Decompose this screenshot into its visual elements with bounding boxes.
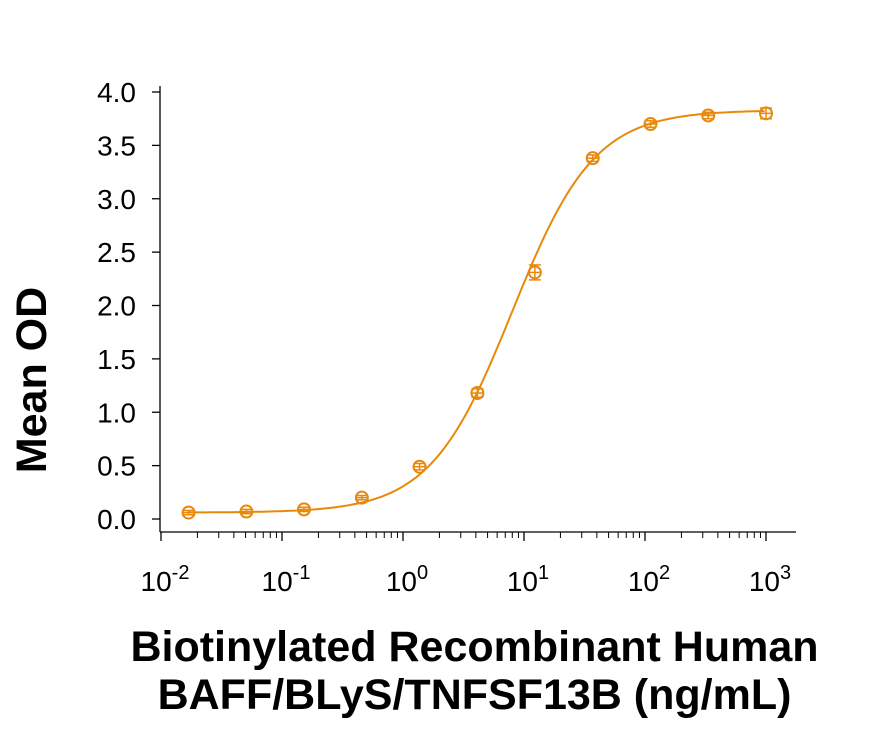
data-points [181, 106, 773, 520]
x-axis-title-line-1: Biotinylated Recombinant Human [130, 623, 819, 671]
x-axis-title: Biotinylated Recombinant Human BAFF/BLyS… [70, 623, 879, 719]
x-tick-label: 101 [507, 562, 549, 597]
data-point [527, 264, 542, 281]
data-point [297, 502, 312, 517]
y-tick-label: 3.0 [97, 184, 136, 215]
fit-curve [188, 110, 765, 514]
y-tick-label: 2.5 [97, 237, 136, 268]
x-axis: 10-2 10-1 100 101 102 103 [141, 531, 796, 597]
y-tick-label: 0.0 [97, 504, 136, 535]
x-tick-label: 103 [749, 562, 791, 597]
data-point [412, 459, 427, 474]
y-tick-label: 3.5 [97, 130, 136, 161]
y-tick-label: 1.0 [97, 397, 136, 428]
data-point [181, 505, 196, 520]
x-axis-title-line-2: BAFF/BLyS/TNFSF13B (ng/mL) [157, 671, 792, 719]
x-tick-label: 102 [628, 562, 670, 597]
y-axis-title: Mean OD [8, 286, 56, 474]
data-point [470, 386, 485, 401]
y-tick-label: 2.0 [97, 291, 136, 322]
data-point [701, 108, 716, 123]
x-tick-label: 100 [386, 562, 428, 597]
data-point [585, 151, 600, 166]
data-point [239, 504, 254, 519]
y-axis: 0.0 0.5 1.0 1.5 2.0 2.5 3.0 3.5 4.0 [97, 77, 161, 535]
x-tick-label: 10-1 [262, 562, 311, 597]
y-tick-label: 4.0 [97, 77, 136, 108]
data-point [759, 106, 773, 121]
x-tick-label: 10-2 [141, 562, 190, 597]
data-point [354, 490, 369, 505]
y-tick-label: 0.5 [97, 451, 136, 482]
y-tick-label: 1.5 [97, 344, 136, 375]
data-point [643, 117, 658, 132]
